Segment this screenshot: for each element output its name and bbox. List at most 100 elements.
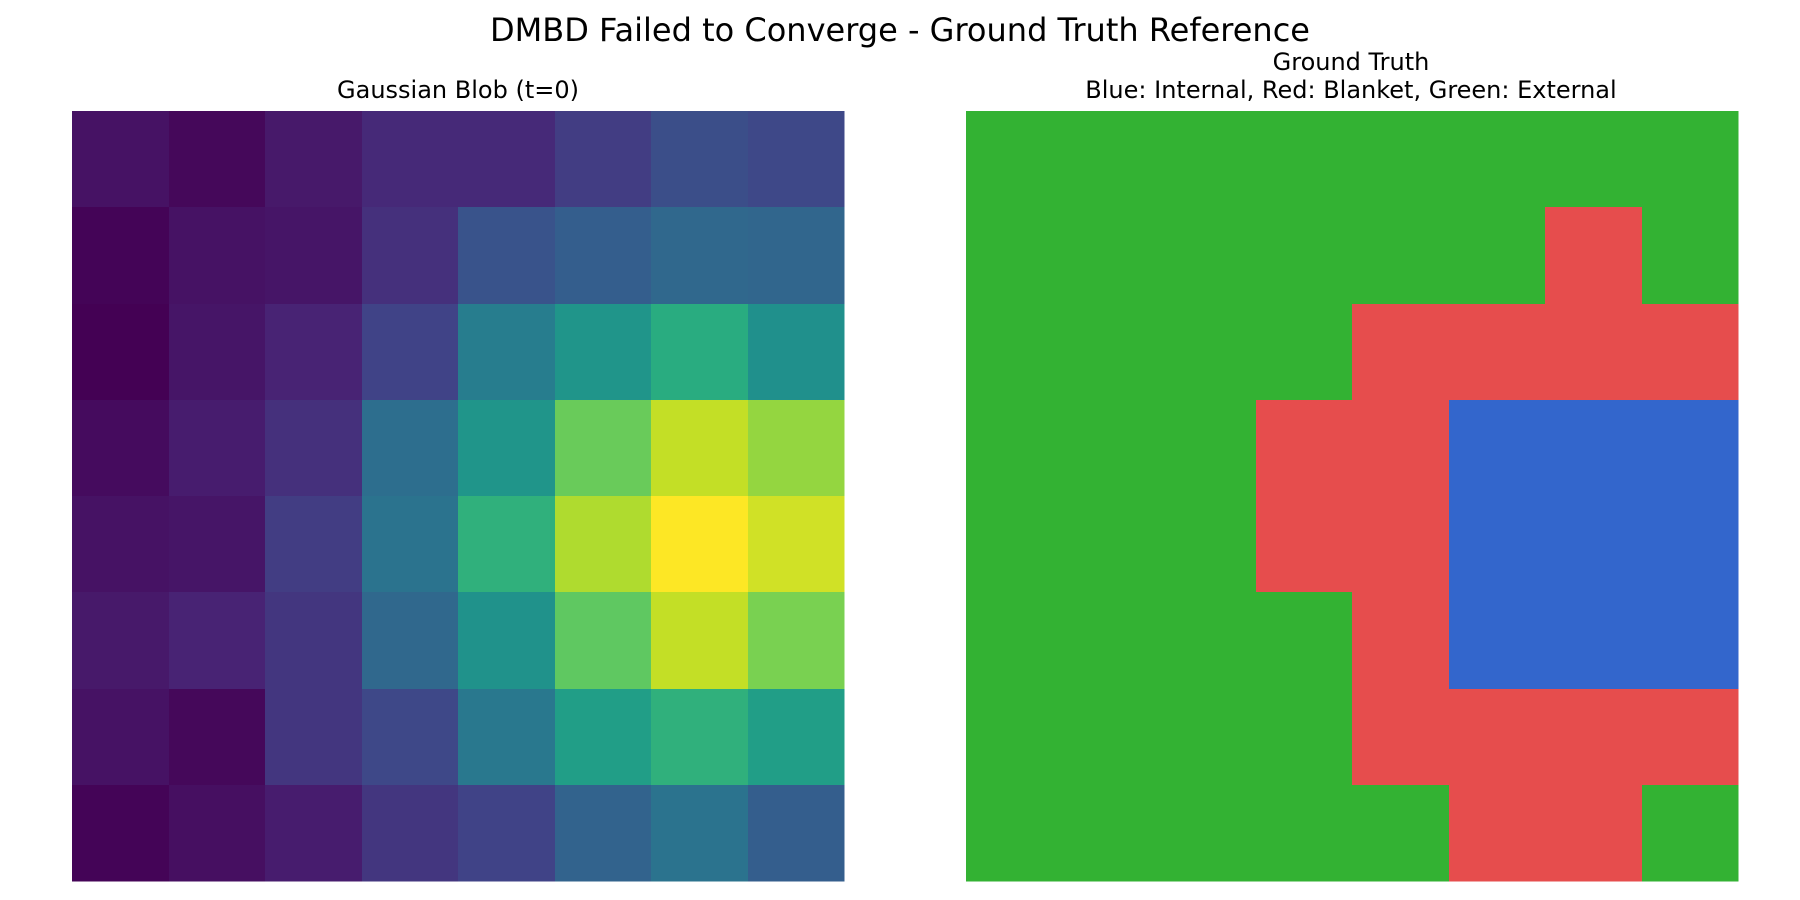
heatmap-cell-1-r6-c1 xyxy=(1063,689,1160,786)
heatmap-cell-1-r3-c3 xyxy=(1256,400,1353,497)
heatmap-cell-0-r5-c6 xyxy=(651,592,749,690)
heatmap-cell-1-r0-c7 xyxy=(1642,111,1739,208)
heatmap-cell-0-r4-c1 xyxy=(169,496,266,593)
heatmap-cell-1-r5-c4 xyxy=(1352,592,1450,690)
heatmap-cell-0-r1-c7 xyxy=(748,207,845,305)
heatmap-cell-1-r1-c6 xyxy=(1545,207,1643,305)
heatmap-cell-1-r2-c2 xyxy=(1159,304,1257,401)
heatmap-cell-0-r0-c4 xyxy=(458,111,556,208)
heatmap-cell-1-r1-c4 xyxy=(1352,207,1450,305)
heatmap-cell-1-r5-c2 xyxy=(1159,592,1257,690)
heatmap-cell-1-r6-c0 xyxy=(966,689,1064,786)
heatmap-cell-0-r6-c3 xyxy=(362,689,459,786)
heatmap-cell-0-r2-c2 xyxy=(265,304,363,401)
heatmap-cell-1-r2-c4 xyxy=(1352,304,1450,401)
heatmap-cell-1-r1-c1 xyxy=(1063,207,1160,305)
heatmap-cell-1-r6-c5 xyxy=(1449,689,1546,786)
heatmap-cell-1-r4-c4 xyxy=(1352,496,1450,593)
heatmap-cell-1-r2-c5 xyxy=(1449,304,1546,401)
heatmap-cell-1-r7-c0 xyxy=(966,785,1064,882)
heatmap-cell-1-r7-c6 xyxy=(1545,785,1643,882)
heatmap-cell-1-r6-c7 xyxy=(1642,689,1739,786)
heatmap-cell-0-r4-c2 xyxy=(265,496,363,593)
heatmap-cell-1-r3-c0 xyxy=(966,400,1064,497)
heatmap-cell-1-r7-c7 xyxy=(1642,785,1739,882)
heatmap-cell-0-r5-c5 xyxy=(555,592,652,690)
heatmap-cell-1-r2-c3 xyxy=(1256,304,1353,401)
heatmap-cell-0-r3-c7 xyxy=(748,400,845,497)
heatmap-cell-0-r5-c7 xyxy=(748,592,845,690)
heatmap-cell-1-r2-c6 xyxy=(1545,304,1643,401)
heatmap-cell-0-r3-c5 xyxy=(555,400,652,497)
heatmap-cell-0-r7-c4 xyxy=(458,785,556,882)
heatmap-cell-0-r2-c5 xyxy=(555,304,652,401)
heatmap-cell-0-r6-c1 xyxy=(169,689,266,786)
heatmap-panel-gaussian-blob: Gaussian Blob (t=0) xyxy=(72,76,845,882)
heatmap-cell-1-r4-c7 xyxy=(1642,496,1739,593)
heatmap-cell-1-r4-c6 xyxy=(1545,496,1643,593)
heatmap-cell-1-r0-c0 xyxy=(966,111,1064,208)
heatmap-cell-1-r1-c5 xyxy=(1449,207,1546,305)
heatmap-cell-0-r3-c4 xyxy=(458,400,556,497)
heatmap-cell-0-r2-c3 xyxy=(362,304,459,401)
heatmap-cell-0-r4-c4 xyxy=(458,496,556,593)
heatmap-cell-0-r2-c6 xyxy=(651,304,749,401)
heatmap-cell-0-r7-c2 xyxy=(265,785,363,882)
heatmap-cell-1-r3-c1 xyxy=(1063,400,1160,497)
heatmap-cell-0-r4-c5 xyxy=(555,496,652,593)
heatmap-cell-0-r7-c1 xyxy=(169,785,266,882)
heatmap-cell-0-r6-c4 xyxy=(458,689,556,786)
heatmap-cell-1-r2-c7 xyxy=(1642,304,1739,401)
heatmap-cell-0-r0-c0 xyxy=(72,111,170,208)
heatmap-cell-1-r1-c7 xyxy=(1642,207,1739,305)
heatmap-cell-1-r4-c2 xyxy=(1159,496,1257,593)
heatmap-cell-1-r7-c1 xyxy=(1063,785,1160,882)
heatmap-cell-0-r0-c6 xyxy=(651,111,749,208)
heatmap-cell-1-r7-c2 xyxy=(1159,785,1257,882)
heatmap-cell-0-r7-c5 xyxy=(555,785,652,882)
heatmap-cells-gaussian-blob xyxy=(72,111,845,882)
heatmap-cell-1-r0-c6 xyxy=(1545,111,1643,208)
heatmap-cell-1-r3-c6 xyxy=(1545,400,1643,497)
heatmap-cell-1-r7-c5 xyxy=(1449,785,1546,882)
heatmap-cell-0-r3-c3 xyxy=(362,400,459,497)
heatmap-cell-1-r5-c5 xyxy=(1449,592,1546,690)
heatmap-cell-0-r3-c2 xyxy=(265,400,363,497)
heatmap-cell-0-r7-c7 xyxy=(748,785,845,882)
heatmap-panel-ground-truth: Ground Truth Blue: Internal, Red: Blanke… xyxy=(966,48,1739,882)
heatmap-cell-0-r5-c3 xyxy=(362,592,459,690)
heatmap-subtitle-ground-truth-legend: Blue: Internal, Red: Blanket, Green: Ext… xyxy=(1085,76,1616,104)
heatmap-cell-0-r2-c0 xyxy=(72,304,170,401)
heatmap-cell-1-r0-c4 xyxy=(1352,111,1450,208)
heatmap-cell-0-r7-c3 xyxy=(362,785,459,882)
heatmap-cell-0-r1-c3 xyxy=(362,207,459,305)
heatmap-cell-1-r3-c5 xyxy=(1449,400,1546,497)
heatmap-cell-1-r0-c5 xyxy=(1449,111,1546,208)
heatmap-cell-0-r1-c5 xyxy=(555,207,652,305)
heatmap-cell-1-r6-c3 xyxy=(1256,689,1353,786)
heatmap-cell-0-r5-c2 xyxy=(265,592,363,690)
heatmap-cell-1-r5-c1 xyxy=(1063,592,1160,690)
heatmap-cell-1-r2-c1 xyxy=(1063,304,1160,401)
heatmap-cell-0-r0-c1 xyxy=(169,111,266,208)
heatmap-cell-1-r4-c3 xyxy=(1256,496,1353,593)
heatmap-cell-0-r5-c1 xyxy=(169,592,266,690)
heatmap-cell-0-r5-c4 xyxy=(458,592,556,690)
heatmap-cell-1-r2-c0 xyxy=(966,304,1064,401)
heatmap-cell-0-r7-c0 xyxy=(72,785,170,882)
heatmap-cell-1-r6-c4 xyxy=(1352,689,1450,786)
heatmap-cell-1-r4-c1 xyxy=(1063,496,1160,593)
heatmap-cells-ground-truth xyxy=(966,111,1739,882)
heatmap-cell-0-r6-c7 xyxy=(748,689,845,786)
figure-suptitle: DMBD Failed to Converge - Ground Truth R… xyxy=(490,11,1310,49)
heatmap-cell-1-r0-c1 xyxy=(1063,111,1160,208)
heatmap-cell-0-r4-c7 xyxy=(748,496,845,593)
heatmap-cell-0-r4-c6 xyxy=(651,496,749,593)
heatmap-cell-0-r0-c3 xyxy=(362,111,459,208)
heatmap-cell-1-r6-c2 xyxy=(1159,689,1257,786)
heatmap-cell-0-r3-c1 xyxy=(169,400,266,497)
heatmap-cell-0-r2-c7 xyxy=(748,304,845,401)
heatmap-cell-0-r4-c3 xyxy=(362,496,459,593)
heatmap-cell-0-r1-c6 xyxy=(651,207,749,305)
